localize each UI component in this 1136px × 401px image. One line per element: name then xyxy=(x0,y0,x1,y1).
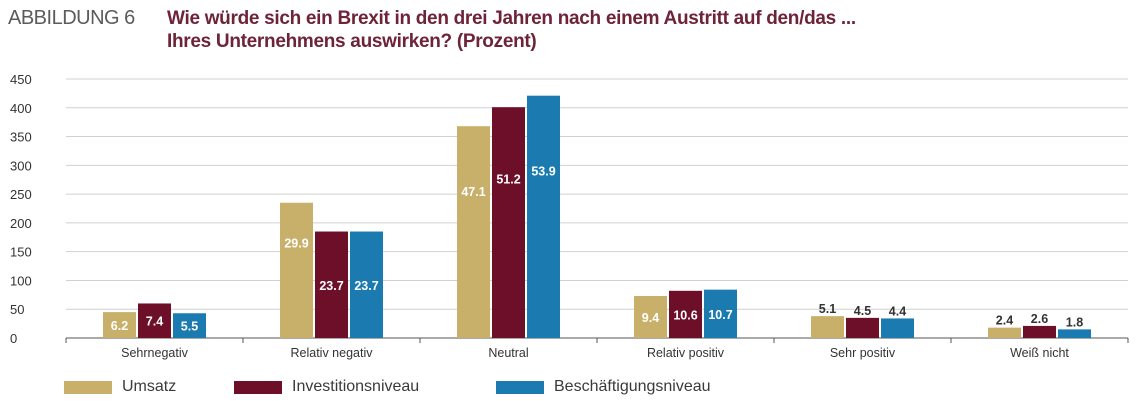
y-tick-label: 450 xyxy=(10,72,32,87)
y-tick-label: 200 xyxy=(10,216,32,231)
legend-item-beschaeftigungsniveau: Beschäftigungsniveau xyxy=(496,376,711,398)
legend-swatch-investitionsniveau xyxy=(234,380,282,394)
legend: Umsatz Investitionsniveau Beschäftigungs… xyxy=(64,376,964,398)
legend-label-investitionsniveau: Investitionsniveau xyxy=(292,378,420,395)
bar-2-1 xyxy=(350,231,383,338)
data-label: 4.4 xyxy=(889,304,906,318)
y-tick-label: 100 xyxy=(10,273,32,288)
bar-0-0 xyxy=(103,312,136,338)
data-label: 1.8 xyxy=(1066,315,1083,329)
y-tick-label: 300 xyxy=(10,158,32,173)
y-tick-label: 50 xyxy=(10,302,24,317)
bar-1-1 xyxy=(315,231,348,338)
bar-2-4 xyxy=(881,318,914,338)
data-label: 4.5 xyxy=(854,304,871,318)
data-label: 7.4 xyxy=(146,315,163,329)
legend-item-investitionsniveau: Investitionsniveau xyxy=(234,376,419,398)
legend-swatch-beschaeftigungsniveau xyxy=(496,380,544,394)
bar-1-2 xyxy=(492,107,525,338)
legend-label-beschaeftigungsniveau: Beschäftigungsniveau xyxy=(554,378,711,395)
bar-2-5 xyxy=(1058,329,1091,338)
bar-1-4 xyxy=(846,317,879,338)
y-tick-label: 350 xyxy=(10,130,32,145)
bar-1-0 xyxy=(138,303,171,338)
x-tick-label: Neutral xyxy=(488,346,528,360)
bar-0-3 xyxy=(634,295,667,338)
data-label: 10.7 xyxy=(708,308,732,322)
chart-title-line2: Ihres Unternehmens auswirken? (Prozent) xyxy=(167,31,537,52)
data-label: 10.6 xyxy=(673,308,697,322)
x-tick-label: Relativ positiv xyxy=(647,346,725,360)
bar-0-2 xyxy=(457,126,490,338)
x-tick-label: Sehrnegativ xyxy=(121,346,188,360)
legend-label-umsatz: Umsatz xyxy=(122,378,177,395)
y-tick-label: 150 xyxy=(10,245,32,260)
x-tick-label: Sehr positiv xyxy=(830,346,896,360)
data-label: 2.4 xyxy=(996,314,1013,328)
data-label: 23.7 xyxy=(319,279,343,293)
data-label: 9.4 xyxy=(642,311,659,325)
data-label: 53.9 xyxy=(531,165,555,179)
x-tick-label: Relativ negativ xyxy=(291,346,374,360)
data-label: 5.1 xyxy=(819,302,836,316)
bar-1-3 xyxy=(669,290,702,338)
data-label: 2.6 xyxy=(1031,312,1048,326)
bar-0-1 xyxy=(280,202,313,338)
bar-1-5 xyxy=(1023,325,1056,338)
legend-item-umsatz: Umsatz xyxy=(64,376,176,398)
x-tick-label: Weiß nicht xyxy=(1010,346,1069,360)
bar-chart: 450 400 350 300 250 200 150 100 50 0 6.2 7.4 5.5 Sehr… xyxy=(10,72,1129,360)
data-label: 47.1 xyxy=(461,185,485,199)
bar-0-5 xyxy=(988,327,1021,338)
bar-2-3 xyxy=(704,289,737,338)
data-label: 51.2 xyxy=(496,172,520,186)
data-label: 6.2 xyxy=(111,319,128,333)
data-label: 23.7 xyxy=(354,279,378,293)
y-tick-label: 250 xyxy=(10,187,32,202)
y-tick-label: 400 xyxy=(10,101,32,116)
figure-label: ABBILDUNG 6 xyxy=(8,7,135,29)
bar-2-2 xyxy=(527,95,560,339)
bar-0-4 xyxy=(811,316,844,338)
bar-2-0 xyxy=(173,313,206,338)
legend-swatch-umsatz xyxy=(64,380,112,394)
y-tick-label: 0 xyxy=(10,331,17,346)
data-label: 29.9 xyxy=(284,236,308,250)
data-label: 5.5 xyxy=(181,320,198,334)
chart-header: ABBILDUNG 6 Wie würde sich ein Brexit in… xyxy=(8,4,1128,64)
chart-title-line1: Wie würde sich ein Brexit in den drei Ja… xyxy=(167,8,856,29)
